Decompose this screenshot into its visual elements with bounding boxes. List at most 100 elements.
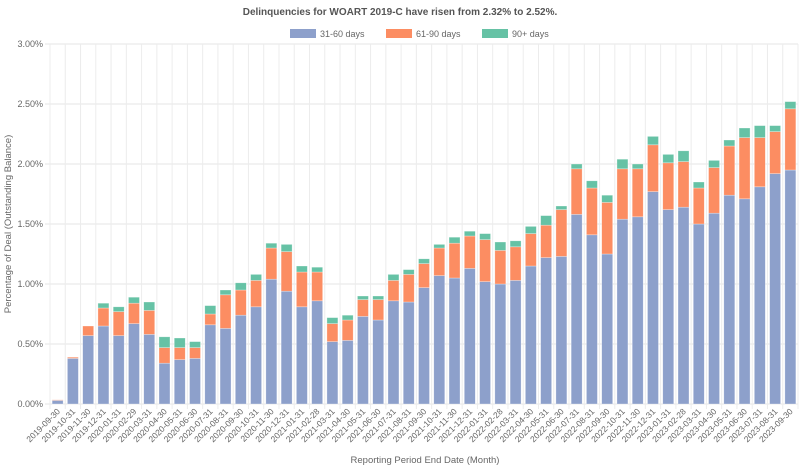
bar-segment-31-60-days [189, 358, 201, 405]
bar-segment-31-60-days [631, 216, 644, 405]
legend-label: 31-60 days [320, 29, 365, 39]
bar-segment-90-days [509, 240, 522, 248]
bar-segment-31-60-days [601, 253, 613, 405]
bar-segment-61-90-days [128, 302, 140, 324]
bar-segment-31-60-days [754, 186, 766, 405]
bar-segment-61-90-days [67, 356, 79, 359]
bar-segment-90-days [357, 295, 369, 300]
legend-swatch [482, 29, 508, 38]
bar-segment-90-days [173, 337, 186, 348]
legend: 31-60 days 61-90 days 90+ days [290, 29, 549, 39]
legend-label: 61-90 days [416, 29, 461, 39]
bar-segment-61-90-days [479, 239, 491, 282]
grid [45, 43, 799, 409]
bar-segment-31-60-days [769, 173, 781, 405]
bar-segment-61-90-days [464, 235, 476, 269]
legend-swatch [386, 29, 412, 38]
y-axis-label: Percentage of Deal (Outstanding Balance) [3, 135, 14, 314]
bar-segment-31-60-days [387, 300, 400, 405]
bar-segment-31-60-days [494, 283, 507, 405]
bar-segment-61-90-days [494, 250, 507, 285]
bar-segment-61-90-days [433, 247, 446, 276]
bar-segment-90-days [631, 163, 644, 170]
bar-segment-61-90-days [555, 209, 568, 257]
bar-segment-90-days [464, 230, 476, 237]
bar-segment-90-days [112, 306, 125, 312]
bar-segment-61-90-days [296, 271, 308, 308]
bar-segment-90-days [769, 125, 781, 132]
bar-segment-90-days [540, 215, 552, 226]
chart-title: Delinquencies for WOART 2019-C have rise… [243, 7, 558, 18]
bar-segment-31-60-days [341, 340, 354, 405]
bar-segment-90-days [97, 302, 110, 309]
bar-segment-90-days [784, 101, 797, 110]
bar-segment-31-60-days [662, 209, 675, 405]
bar-segment-61-90-days [387, 280, 400, 302]
bar-segment-31-60-days [723, 194, 736, 405]
bar-segment-61-90-days [372, 299, 384, 321]
bar-segment-90-days [601, 194, 613, 203]
bar-segment-90-days [143, 301, 156, 311]
bar-segment-90-days [387, 274, 400, 281]
bar-segment-31-60-days [677, 206, 690, 405]
bar-segment-90-days [525, 226, 537, 234]
bar-segment-61-90-days [97, 307, 110, 327]
bar-segment-61-90-days [769, 131, 781, 174]
bar-segment-90-days [738, 127, 751, 138]
bar-segment-90-days [586, 180, 598, 189]
bar-segment-31-60-days [311, 300, 323, 405]
bar-segment-90-days [158, 336, 171, 348]
bar-segment-61-90-days [158, 347, 171, 364]
bar-segment-31-60-days [219, 328, 232, 405]
bar-segment-31-60-days [158, 362, 171, 405]
bar-segment-61-90-days [677, 161, 690, 208]
bar-segment-61-90-days [235, 289, 247, 316]
bar-segment-31-60-days [250, 306, 262, 405]
bar-segment-90-days [723, 139, 736, 147]
bar-segment-90-days [555, 205, 568, 210]
bar-segment-61-90-days [448, 242, 461, 279]
bar-segment-61-90-days [586, 187, 598, 236]
bar-segment-90-days [128, 296, 140, 304]
bar-segment-31-60-days [235, 314, 247, 405]
bar-segment-31-60-days [265, 278, 278, 405]
bar-segment-90-days [708, 160, 720, 168]
bar-segment-90-days [341, 314, 354, 321]
bar-segment-61-90-days [418, 263, 430, 288]
y-tick-label: 0.00% [17, 399, 43, 409]
bar-segment-61-90-days [402, 274, 415, 303]
bar-segment-90-days [219, 289, 232, 296]
bar-segment-31-60-days [570, 214, 583, 405]
bar-segment-61-90-days [525, 233, 537, 267]
bar-segment-90-days [570, 163, 583, 170]
bar-segment-31-60-days [112, 335, 125, 405]
bar-segment-61-90-days [754, 137, 766, 188]
y-tick-label: 1.50% [17, 219, 43, 229]
bar-segment-31-60-days [448, 277, 461, 405]
bar-segment-31-60-days [784, 169, 797, 405]
bar-segment-31-60-days [97, 325, 110, 405]
bar-segment-31-60-days [616, 218, 629, 405]
y-axis-ticks: 0.00% 0.50% 1.00% 1.50% 2.00% 2.50% 3.00% [17, 39, 43, 409]
bar-segment-31-60-days [555, 256, 568, 405]
x-axis-label: Reporting Period End Date (Month) [351, 455, 500, 466]
bar-segment-31-60-days [280, 290, 293, 405]
bar-segment-61-90-days [616, 168, 629, 220]
bar-segment-61-90-days [509, 246, 522, 281]
bar-segment-90-days [372, 295, 384, 300]
bar-segment-61-90-days [311, 271, 323, 302]
legend-label: 90+ days [512, 29, 549, 39]
bar-segment-61-90-days [189, 347, 201, 359]
y-tick-label: 2.50% [17, 99, 43, 109]
bar-segment-61-90-days [631, 168, 644, 218]
bar-segment-31-60-days [51, 400, 64, 405]
bar-segment-90-days [402, 269, 415, 275]
bar-segment-31-60-days [509, 280, 522, 405]
bar-segment-31-60-days [479, 281, 491, 405]
bar-segment-31-60-days [540, 257, 552, 405]
bar-segment-90-days [235, 282, 247, 291]
bar-segment-90-days [692, 181, 705, 189]
bar-segment-31-60-days [372, 319, 384, 405]
bar-segment-61-90-days [82, 325, 94, 336]
